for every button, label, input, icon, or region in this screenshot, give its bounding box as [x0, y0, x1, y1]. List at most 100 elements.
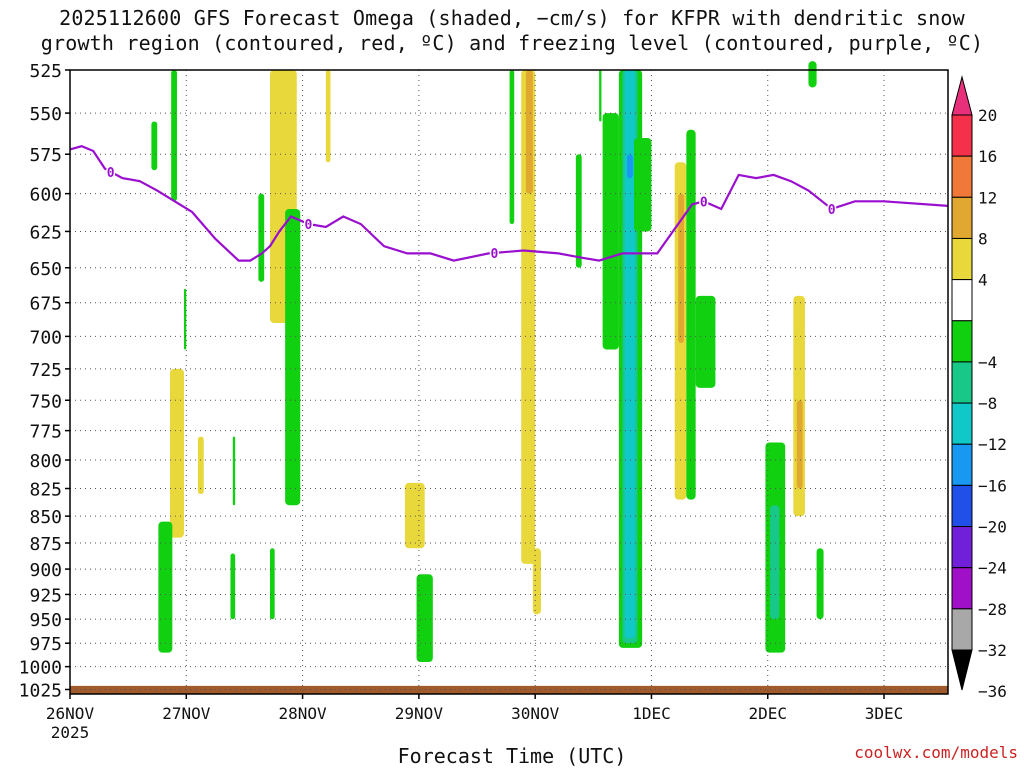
omega-region: [678, 193, 685, 343]
omega-region: [258, 193, 265, 282]
omega-region: [808, 61, 817, 88]
colorbar-top-arrow: [951, 75, 973, 116]
y-tick-label: 775: [29, 422, 62, 443]
x-tick-label: 1DEC: [632, 704, 671, 723]
freezing-level-label: 0: [700, 195, 708, 210]
freezing-level-label: 0: [304, 218, 312, 233]
chart-title: 2025112600 GFS Forecast Omega (shaded, −…: [0, 6, 1024, 56]
colorbar-band: [951, 608, 973, 651]
omega-region: [634, 137, 652, 232]
chart-title-line2: growth region (contoured, red, ºC) and f…: [40, 31, 984, 55]
colorbar-label: 4: [978, 271, 988, 290]
colorbar-band: [951, 279, 973, 322]
y-tick-label: 700: [29, 327, 62, 348]
colorbar-label: −24: [978, 559, 1007, 578]
freezing-level-line: [69, 144, 949, 262]
x-tick-label: 29NOV: [395, 704, 444, 723]
omega-region: [230, 553, 236, 620]
omega-region: [627, 154, 633, 179]
colorbar-label: −32: [978, 641, 1007, 660]
terrain-band: [70, 685, 948, 694]
omega-region: [404, 482, 425, 549]
y-tick-label: 650: [29, 259, 62, 280]
x-tick-label: 26NOV: [46, 704, 95, 723]
omega-region: [171, 70, 177, 202]
colorbar-label: 20: [978, 106, 997, 125]
terrain-layer: [70, 685, 948, 694]
x-tick-label: 2DEC: [748, 704, 787, 723]
omega-region: [170, 368, 184, 538]
omega-region: [624, 70, 636, 639]
omega-region: [232, 436, 236, 506]
omega-region: [325, 70, 331, 163]
omega-region: [285, 208, 301, 506]
chart-title-line1: 2025112600 GFS Forecast Omega (shaded, −…: [59, 6, 965, 30]
colorbar-label: −36: [978, 682, 1007, 701]
y-tick-label: 625: [29, 222, 62, 243]
y-tick-label: 1025: [19, 680, 62, 701]
credit-text: coolwx.com/models: [854, 743, 1018, 762]
y-tick-label: 950: [29, 610, 62, 631]
y-tick-label: 825: [29, 480, 62, 501]
x-axis-title: Forecast Time (UTC): [397, 744, 627, 768]
colorbar-band: [951, 114, 973, 157]
freezing-level-label: 0: [491, 247, 499, 262]
omega-region: [158, 521, 173, 653]
omega-region: [575, 154, 582, 268]
y-tick-label: 975: [29, 634, 62, 655]
omega-region: [525, 70, 533, 194]
colorbar-label: 8: [978, 229, 988, 248]
y-tick-label: 550: [29, 104, 62, 125]
freezing-level-label: 0: [107, 166, 115, 181]
colorbar-band: [951, 402, 973, 445]
omega-region: [599, 70, 602, 122]
colorbar-band: [951, 361, 973, 404]
plot-frame: [69, 69, 949, 695]
omega-region: [532, 548, 541, 615]
omega-region: [183, 288, 187, 350]
colorbar-band: [951, 526, 973, 569]
omega-region: [686, 129, 696, 500]
y-tick-label: 600: [29, 185, 62, 206]
colorbar-band: [951, 443, 973, 486]
y-tick-label: 900: [29, 560, 62, 581]
y-tick-label: 800: [29, 451, 62, 472]
omega-region: [770, 505, 780, 620]
omega-region: [197, 436, 204, 495]
colorbar-band: [951, 320, 973, 363]
x-tick-sublabel: 2025: [51, 723, 90, 742]
colorbar-label: −28: [978, 600, 1007, 619]
y-tick-label: 850: [29, 507, 62, 528]
colorbar-band: [951, 237, 973, 281]
colorbar-label: −12: [978, 435, 1007, 454]
omega-region: [796, 400, 803, 489]
colorbar-band: [951, 155, 973, 198]
x-tick-label: 27NOV: [162, 704, 211, 723]
colorbar-label: −4: [978, 353, 997, 372]
omega-region: [151, 121, 158, 171]
colorbar-label: −8: [978, 394, 997, 413]
colorbar-label: −20: [978, 518, 1007, 537]
colorbar: 20 16 12 8 4 −4 −8 −12 −16 −20 −24 −28 −32 −36: [951, 75, 1007, 701]
freezing-level-label: 0: [828, 203, 836, 218]
y-axis: 525 550 575 600 625 650 675 700 725 750 775 800 825 8…: [19, 61, 70, 701]
colorbar-label: 16: [978, 147, 997, 166]
colorbar-band: [951, 567, 973, 610]
freezing-level-layer: 0 0 0 0 0: [69, 144, 949, 263]
colorbar-label: 12: [978, 188, 997, 207]
y-tick-label: 725: [29, 360, 62, 381]
x-tick-label: 30NOV: [511, 704, 560, 723]
x-axis: 26NOV 27NOV 28NOV 29NOV 30NOV 1DEC 2DEC 3DEC 202…: [46, 694, 903, 742]
y-tick-label: 675: [29, 294, 62, 315]
omega-region: [816, 548, 824, 620]
omega-region: [521, 70, 536, 564]
x-tick-label: 3DEC: [865, 704, 904, 723]
y-tick-label: 925: [29, 585, 62, 606]
grid-layer: [69, 69, 948, 694]
omega-region: [416, 574, 433, 662]
x-tick-label: 28NOV: [278, 704, 327, 723]
colorbar-band: [951, 196, 973, 239]
y-tick-label: 875: [29, 534, 62, 555]
y-tick-label: 575: [29, 145, 62, 166]
